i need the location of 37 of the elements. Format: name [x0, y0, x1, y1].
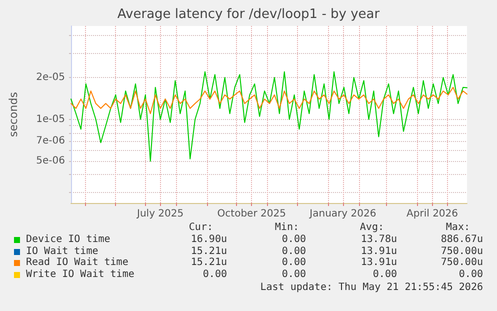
x-tick-label: July 2025 — [136, 208, 184, 220]
text: 0.00 — [282, 269, 306, 282]
legend-label: Read IO Wait time — [26, 257, 128, 269]
text: Max: — [446, 222, 470, 234]
legend-label: Write IO Wait time — [26, 269, 134, 282]
text: 13.78u — [360, 234, 397, 246]
chart-title: Average latency for /dev/loop1 - by year — [117, 7, 380, 22]
legend-label: Device IO time — [26, 234, 110, 246]
y-tick-label: 1e-05 — [36, 114, 65, 125]
y-tick-label: 2e-05 — [36, 72, 65, 84]
line-series — [70, 71, 468, 162]
x-tick-label: October 2025 — [217, 208, 286, 220]
y-tick-label: 5e-06 — [36, 156, 65, 167]
text: Cur: — [188, 222, 213, 234]
text: 16.90u — [190, 234, 227, 246]
x-tick-label: January 2026 — [308, 208, 376, 220]
x-tick-label: April 2026 — [406, 208, 458, 220]
text: Min: — [274, 222, 299, 234]
text: 15.21u — [190, 246, 227, 258]
y-tick-label: 7e-06 — [36, 135, 65, 146]
text: Avg: — [360, 222, 384, 234]
text: 750.00u — [440, 246, 483, 258]
line-series — [70, 86, 468, 114]
text: 13.91u — [360, 246, 397, 258]
text: 750.00u — [440, 257, 483, 270]
text: 0.00 — [202, 269, 227, 282]
text: 0.00 — [282, 257, 306, 270]
text: 13.91u — [360, 257, 397, 270]
text: 0.00 — [458, 269, 483, 282]
text: 886.67u — [440, 234, 483, 246]
text: 15.21u — [190, 257, 227, 270]
y-axis-title: seconds — [7, 92, 20, 137]
text: 0.00 — [372, 269, 397, 282]
text: 0.00 — [282, 246, 306, 258]
legend-label: IO Wait time — [26, 246, 98, 257]
text: 0.00 — [282, 234, 306, 246]
text: Last update: Thu May 21 21:55:45 2026 — [260, 282, 483, 294]
